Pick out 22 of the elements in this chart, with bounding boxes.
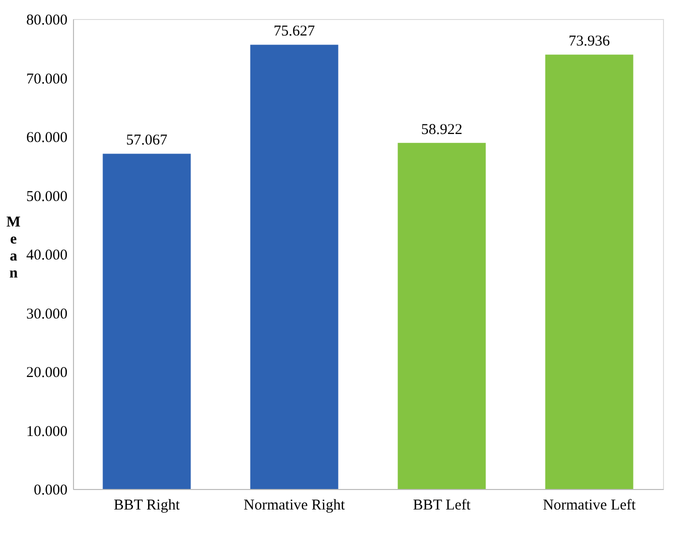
- data-label: 57.067: [126, 132, 168, 149]
- data-label: 75.627: [274, 24, 316, 40]
- bar: [398, 142, 486, 489]
- data-label: 73.936: [568, 34, 610, 50]
- x-tick-label: Normative Left: [542, 498, 637, 514]
- y-tick-label: 10.000: [26, 424, 68, 440]
- bar: [250, 44, 338, 489]
- y-tick-label: 40.000: [26, 248, 68, 264]
- x-tick-label: Normative Right: [244, 498, 346, 514]
- x-tick-label: BBT Right: [114, 498, 181, 514]
- y-tick-label: 20.000: [26, 365, 68, 381]
- y-tick-label: 60.000: [26, 130, 68, 146]
- y-tick-label: 50.000: [26, 188, 68, 205]
- bar: [102, 154, 191, 489]
- y-tick-label: 70.000: [26, 71, 68, 88]
- data-label: 58.922: [421, 122, 462, 138]
- y-tick-label: 30.000: [26, 306, 68, 322]
- y-axis-title: Mean: [6, 214, 21, 282]
- y-tick-label: 80.000: [26, 12, 68, 28]
- y-tick-label: 0.000: [34, 482, 68, 498]
- x-tick-label: BBT Left: [412, 498, 472, 514]
- bar: [545, 54, 634, 489]
